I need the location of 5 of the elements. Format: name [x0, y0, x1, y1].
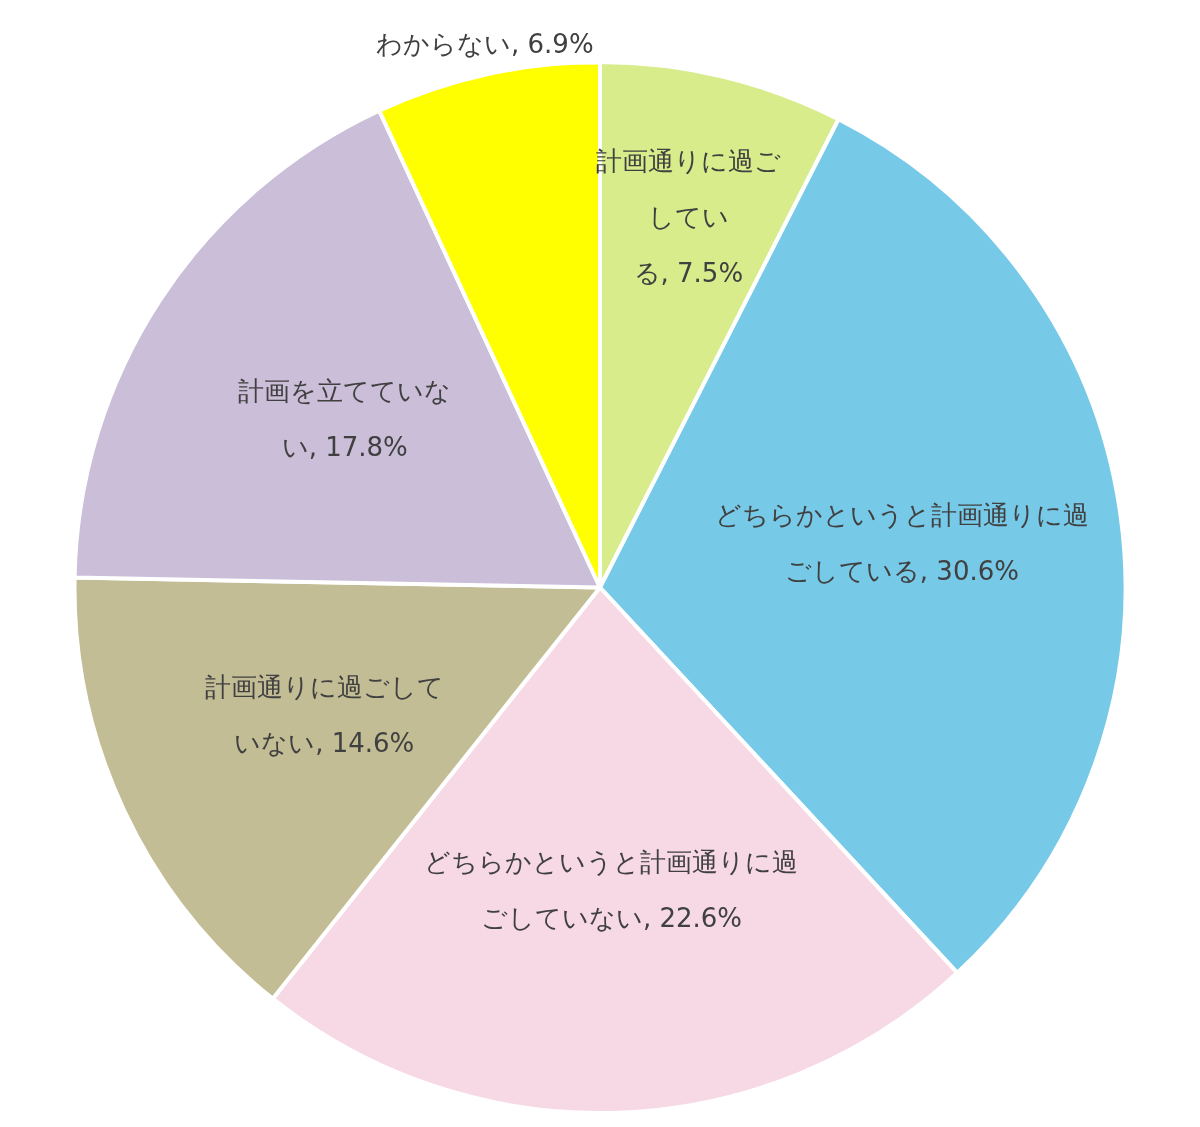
slice-label: どちらかというと計画通りに過ごしている, 30.6%	[714, 500, 1089, 587]
slice-label: わからない, 6.9%	[376, 29, 594, 60]
slice-label: 計画を立てていない, 17.8%	[238, 375, 452, 462]
slice-label: どちらかというと計画通りに過ごしていない, 22.6%	[424, 846, 799, 933]
slice-label: 計画通りに過ごしていない, 14.6%	[204, 672, 444, 759]
